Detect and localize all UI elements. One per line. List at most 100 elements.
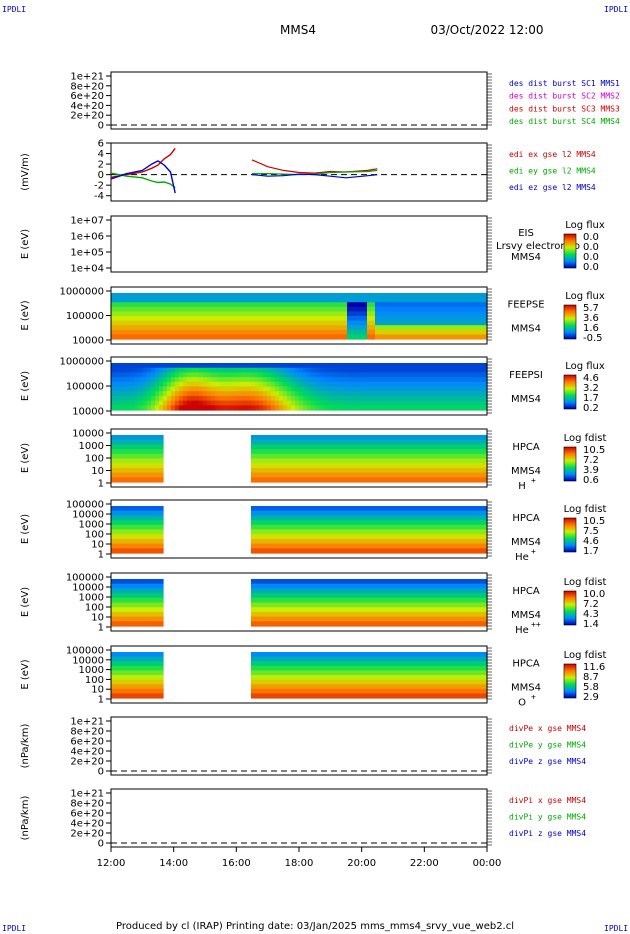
spectrogram-cell: [399, 621, 404, 627]
spectrogram-cell: [211, 400, 216, 406]
spectrogram-cell: [131, 377, 136, 383]
spectrogram-cell: [151, 621, 156, 627]
y-tick-label: 2e+20: [70, 111, 104, 122]
spectrogram-cell: [415, 597, 420, 604]
spectrogram-cell: [283, 458, 288, 464]
spectrogram-cell: [195, 381, 200, 388]
spectrogram-cell: [463, 611, 468, 618]
spectrogram-cell: [255, 372, 260, 378]
spectrogram-cell: [295, 602, 300, 608]
spectrogram-cell: [435, 363, 440, 369]
spectrogram-cell: [331, 395, 336, 402]
spectrogram-cell: [431, 467, 436, 474]
spectrogram-cell: [287, 316, 292, 322]
spectrogram-cell: [347, 520, 352, 526]
spectrogram-cell: [271, 607, 276, 613]
spectrogram-cell: [291, 367, 296, 373]
spectrogram-cell: [295, 293, 300, 299]
spectrogram-cell: [403, 506, 408, 512]
spectrogram-cell: [419, 372, 424, 378]
spectrogram-cell: [319, 679, 324, 685]
spectrogram-cell: [283, 381, 288, 388]
spectrogram-cell: [291, 395, 296, 402]
spectrogram-cell: [335, 515, 340, 521]
spectrogram-cell: [143, 593, 148, 599]
spectrogram-cell: [471, 510, 476, 516]
spectrogram-cell: [139, 449, 144, 455]
y-tick-label: 100: [85, 603, 104, 614]
colorbar-tick-label: 7.5: [583, 526, 599, 537]
spectrogram-cell: [307, 665, 312, 671]
spectrogram-cell: [139, 506, 144, 512]
spectrogram-cell: [439, 524, 444, 531]
spectrogram-cell: [375, 363, 380, 369]
spectrogram-cell: [403, 297, 408, 303]
spectrogram-cell: [275, 395, 280, 402]
spectrogram-cell: [335, 477, 340, 483]
spectrogram-cell: [347, 395, 352, 402]
spectrogram-cell: [283, 363, 288, 369]
spectrogram-cell: [419, 293, 424, 299]
spectrogram-cell: [127, 534, 132, 540]
spectrogram-cell: [423, 395, 428, 402]
colorbar-tick-label: 0.6: [583, 475, 599, 486]
spectrogram-cell: [335, 548, 340, 554]
spectrogram-cell: [143, 444, 148, 450]
spectrogram-cell: [159, 593, 164, 599]
spectrogram-cell: [259, 316, 264, 322]
spectrogram-cell: [467, 334, 472, 340]
spectrogram-cell: [111, 693, 116, 699]
spectrogram-cell: [127, 679, 132, 685]
spectrogram-cell: [379, 679, 384, 685]
spectrogram-cell: [431, 381, 436, 388]
spectrogram-cell: [439, 306, 444, 312]
spectrogram-cell: [447, 395, 452, 402]
spectrogram-cell: [319, 363, 324, 369]
spectrogram-cell: [479, 458, 484, 464]
spectrogram-cell: [315, 458, 320, 464]
spectrogram-cell: [251, 316, 256, 322]
spectrogram-cell: [479, 367, 484, 373]
spectrogram-cell: [267, 439, 272, 445]
spectrogram-cell: [123, 400, 128, 406]
spectrogram-cell: [291, 325, 296, 331]
spectrogram-cell: [463, 593, 468, 599]
spectrogram-cell: [431, 583, 436, 589]
spectrogram-cell: [167, 302, 172, 308]
spectrogram-cell: [331, 439, 336, 445]
spectrogram-cell: [295, 395, 300, 402]
spectrogram-cell: [291, 583, 296, 589]
spectrogram-cell: [255, 524, 260, 531]
spectrogram-cell: [259, 458, 264, 464]
spectrogram-cell: [271, 524, 276, 531]
spectrogram-cell: [231, 334, 236, 340]
spectrogram-cell: [299, 334, 304, 340]
spectrogram-cell: [159, 453, 164, 460]
spectrogram-cell: [411, 616, 416, 622]
spectrogram-cell: [131, 367, 136, 373]
spectrogram-cell: [259, 652, 264, 658]
spectrogram-cell: [163, 334, 168, 340]
spectrogram-cell: [123, 506, 128, 512]
spectrogram-cell: [319, 400, 324, 406]
spectrogram-cell: [347, 439, 352, 445]
spectrogram-cell: [155, 675, 160, 681]
spectrogram-cell: [427, 472, 432, 478]
spectrogram-cell: [123, 325, 128, 331]
spectrogram-cell: [463, 467, 468, 474]
spectrogram-cell: [339, 579, 344, 585]
spectrogram-cell: [447, 548, 452, 554]
spectrogram-cell: [351, 588, 356, 594]
spectrogram-cell: [263, 302, 268, 308]
spectrogram-cell: [211, 306, 216, 312]
spectrogram-cell: [283, 510, 288, 516]
spectrogram-cell: [383, 543, 388, 549]
spectrogram-cell: [371, 334, 376, 340]
spectrogram-cell: [135, 405, 140, 411]
spectrogram-cell: [183, 293, 188, 299]
spectrogram-cell: [399, 616, 404, 622]
spectrogram-cell: [371, 593, 376, 599]
spectrogram-cell: [351, 293, 356, 299]
spectrogram-cell: [383, 472, 388, 478]
spectrogram-cell: [359, 453, 364, 460]
